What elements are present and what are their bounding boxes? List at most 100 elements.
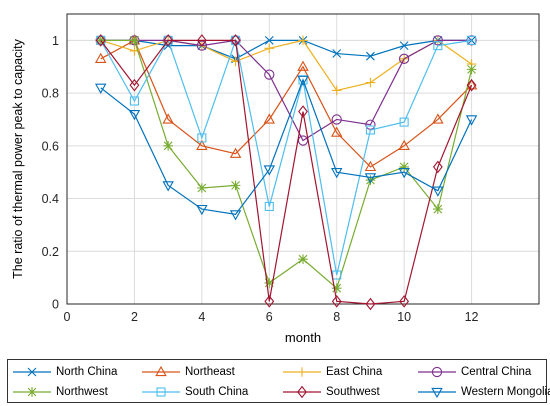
series-line bbox=[100, 39, 472, 142]
legend-swatch bbox=[13, 367, 51, 377]
data-point bbox=[331, 295, 342, 308]
diamond-marker bbox=[297, 385, 307, 399]
data-point bbox=[432, 160, 443, 174]
data-point bbox=[263, 113, 276, 124]
data-point bbox=[399, 41, 409, 51]
data-point bbox=[365, 175, 376, 185]
x-marker bbox=[27, 367, 37, 377]
data-point bbox=[466, 35, 477, 46]
series-northwest bbox=[95, 35, 477, 293]
plot-area bbox=[66, 13, 540, 305]
x-tick-label: 10 bbox=[397, 310, 411, 324]
data-point bbox=[128, 110, 141, 121]
legend-swatch bbox=[142, 387, 180, 397]
data-point bbox=[197, 133, 207, 143]
data-point bbox=[432, 113, 444, 124]
series-line bbox=[100, 39, 472, 168]
legend-item: Central China bbox=[417, 362, 531, 382]
series-line bbox=[100, 39, 473, 305]
legend-label: Central China bbox=[461, 366, 532, 378]
data-point bbox=[330, 168, 343, 179]
data-point bbox=[94, 52, 107, 63]
data-point bbox=[163, 141, 173, 151]
data-point bbox=[196, 204, 208, 216]
data-point bbox=[366, 51, 375, 61]
legend-swatch bbox=[418, 366, 456, 378]
x-tick-label: 8 bbox=[333, 310, 340, 324]
series-western-mongolia bbox=[94, 75, 478, 221]
data-point bbox=[94, 83, 107, 94]
legend-label: Northeast bbox=[185, 366, 235, 378]
asterisk-marker bbox=[27, 387, 37, 397]
legend-swatch bbox=[13, 387, 51, 397]
data-point bbox=[298, 105, 308, 118]
legend-label: Western Mongolia bbox=[461, 386, 550, 398]
legend-item: Western Mongolia bbox=[417, 382, 550, 402]
data-point bbox=[398, 139, 410, 150]
data-point bbox=[467, 35, 477, 45]
data-point bbox=[466, 64, 477, 75]
data-point bbox=[399, 295, 410, 308]
legend-label: East China bbox=[326, 366, 383, 378]
legend-label: Northwest bbox=[56, 386, 108, 398]
legend-item: Northwest bbox=[12, 382, 108, 402]
y-tick-label: 0.6 bbox=[42, 139, 59, 153]
data-point bbox=[365, 119, 376, 130]
data-point bbox=[264, 278, 275, 288]
data-point bbox=[162, 181, 174, 192]
series-line bbox=[100, 78, 473, 216]
legend-label: South China bbox=[185, 386, 249, 398]
data-point bbox=[432, 186, 444, 197]
legend-item: Southwest bbox=[282, 382, 380, 402]
legend-item: Northeast bbox=[141, 362, 235, 382]
data-point bbox=[399, 117, 409, 127]
legend-swatch bbox=[418, 387, 456, 399]
data-point bbox=[162, 113, 174, 124]
data-point bbox=[129, 96, 139, 106]
x-axis-label: month bbox=[285, 330, 321, 345]
y-tick-label: 1 bbox=[52, 34, 59, 48]
data-point bbox=[432, 35, 444, 46]
data-point bbox=[331, 114, 342, 125]
x-tick-label: 0 bbox=[64, 310, 71, 324]
data-point bbox=[433, 41, 443, 51]
data-point bbox=[365, 77, 376, 88]
y-tick-label: 0 bbox=[52, 298, 59, 312]
data-point bbox=[197, 183, 207, 193]
data-point bbox=[196, 34, 207, 47]
data-point bbox=[196, 139, 208, 150]
data-point bbox=[399, 162, 409, 172]
data-point bbox=[297, 75, 309, 87]
y-tick-label: 0.2 bbox=[42, 245, 59, 259]
data-point bbox=[330, 126, 343, 137]
circle-marker bbox=[431, 366, 443, 378]
data-point bbox=[365, 125, 375, 135]
data-point bbox=[364, 160, 377, 172]
legend-label: North China bbox=[56, 366, 118, 378]
data-point bbox=[264, 295, 275, 308]
legend-item: North China bbox=[12, 362, 117, 382]
data-point bbox=[95, 34, 106, 47]
x-tick-label: 4 bbox=[198, 310, 205, 324]
legend-swatch bbox=[142, 365, 180, 377]
series-northeast bbox=[94, 34, 478, 172]
data-point bbox=[364, 173, 377, 184]
series-lines bbox=[94, 34, 478, 311]
data-point bbox=[264, 43, 275, 54]
data-point bbox=[331, 85, 342, 96]
x-tick-label: 6 bbox=[266, 310, 273, 324]
series-line bbox=[100, 38, 472, 276]
data-point bbox=[264, 35, 274, 45]
legend-item: East China bbox=[282, 362, 382, 382]
triangle-up-marker bbox=[155, 365, 167, 377]
x-tick-label: 2 bbox=[131, 310, 138, 324]
data-point bbox=[365, 297, 376, 311]
series-line bbox=[100, 39, 472, 92]
data-point bbox=[229, 210, 242, 221]
square-marker bbox=[156, 387, 166, 397]
y-axis-label: The ratio of thermal power peak to capac… bbox=[11, 38, 25, 278]
series-line bbox=[100, 39, 472, 60]
y-tick-label: 0.4 bbox=[42, 192, 59, 206]
data-point bbox=[332, 270, 342, 280]
data-point bbox=[264, 201, 274, 212]
